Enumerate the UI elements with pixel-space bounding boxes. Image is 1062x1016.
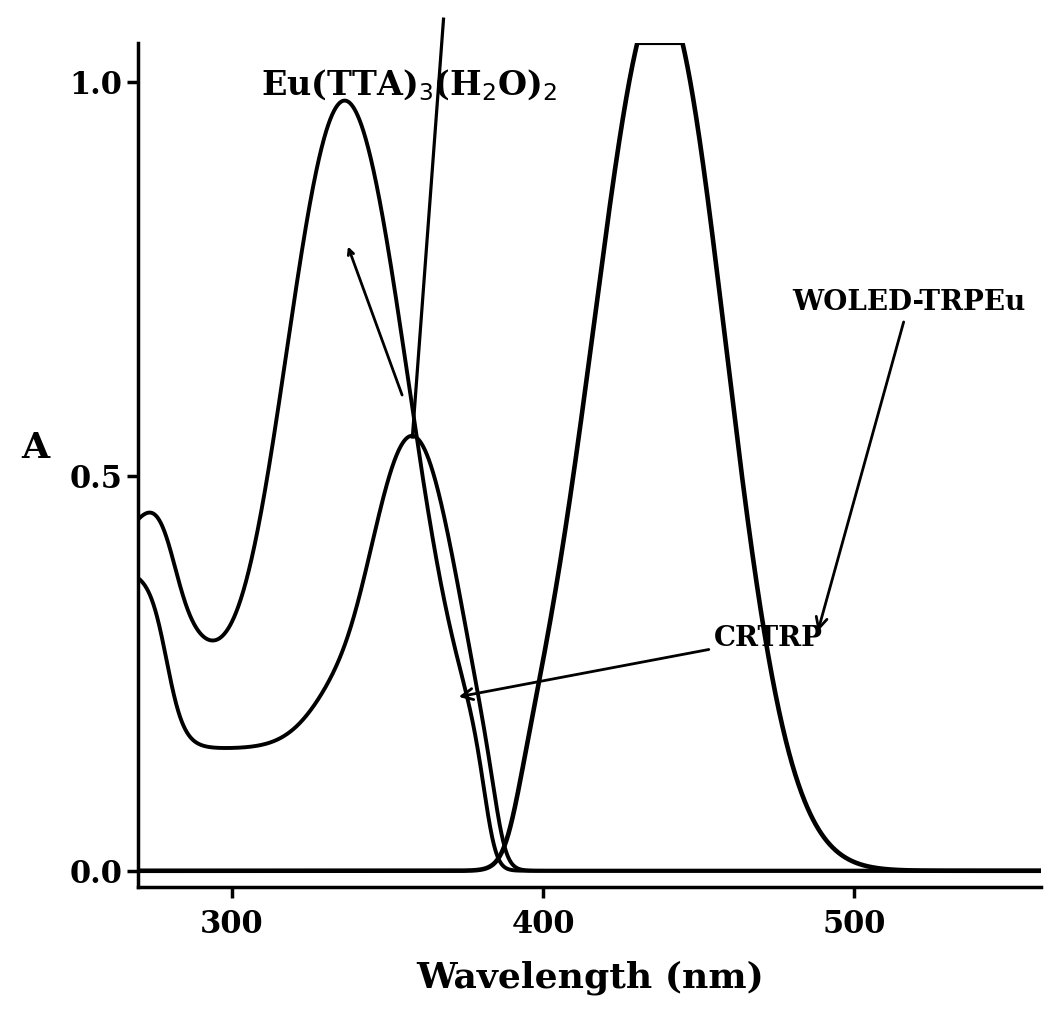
X-axis label: Wavelength (nm): Wavelength (nm) bbox=[416, 960, 764, 995]
Text: CRTRP: CRTRP bbox=[462, 625, 823, 700]
Text: Eu(TTA)$_3$(H$_2$O)$_2$: Eu(TTA)$_3$(H$_2$O)$_2$ bbox=[261, 68, 558, 104]
Y-axis label: A: A bbox=[21, 431, 49, 464]
Text: WOLED-TRPEu: WOLED-TRPEu bbox=[792, 290, 1026, 629]
